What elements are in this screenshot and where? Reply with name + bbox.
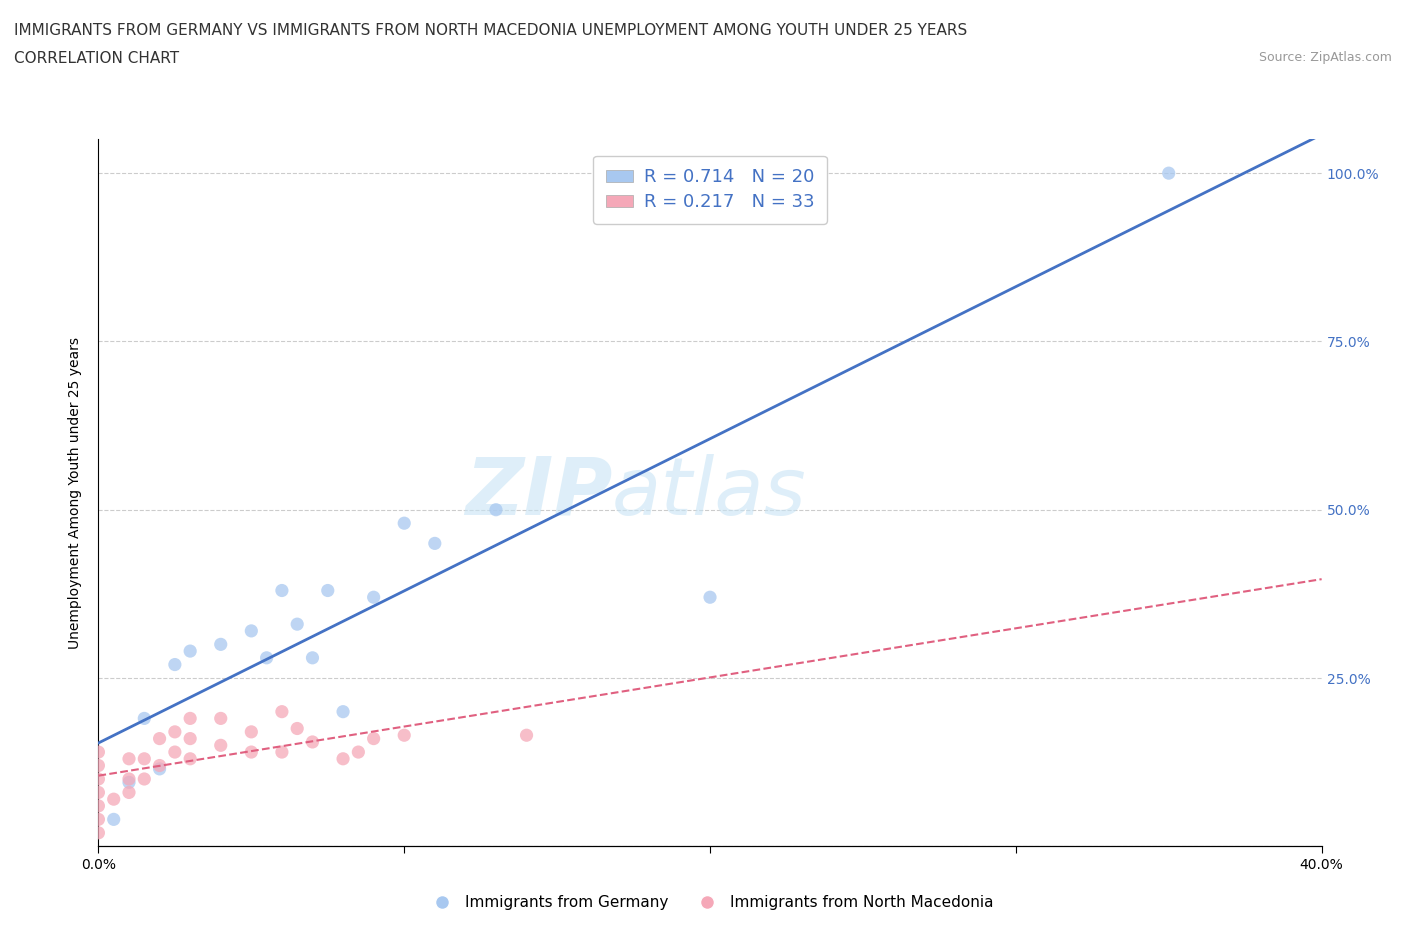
Point: [87, 799, 110, 814]
Text: ZIP: ZIP: [465, 454, 612, 532]
Point: [316, 583, 339, 598]
Point: [118, 785, 141, 800]
Point: [301, 735, 323, 750]
Point: [149, 731, 172, 746]
Legend: Immigrants from Germany, Immigrants from North Macedonia: Immigrants from Germany, Immigrants from…: [420, 889, 1000, 916]
Point: [209, 637, 232, 652]
Point: [1157, 166, 1180, 180]
Point: [270, 583, 292, 598]
Point: [134, 711, 156, 725]
Point: [134, 751, 156, 766]
Point: [392, 728, 416, 743]
Point: [699, 590, 721, 604]
Point: [179, 644, 201, 658]
Point: [103, 791, 125, 806]
Point: [103, 812, 125, 827]
Point: [240, 623, 263, 638]
Point: [392, 516, 416, 531]
Point: [163, 724, 186, 739]
Point: [87, 812, 110, 827]
Point: [363, 731, 385, 746]
Point: [87, 745, 110, 760]
Point: [240, 745, 263, 760]
Text: Source: ZipAtlas.com: Source: ZipAtlas.com: [1258, 51, 1392, 64]
Point: [363, 590, 385, 604]
Point: [149, 758, 172, 773]
Y-axis label: Unemployment Among Youth under 25 years: Unemployment Among Youth under 25 years: [69, 337, 83, 649]
Point: [179, 711, 201, 725]
Point: [270, 704, 292, 719]
Point: [87, 772, 110, 787]
Point: [332, 704, 354, 719]
Point: [423, 536, 446, 551]
Point: [179, 751, 201, 766]
Text: IMMIGRANTS FROM GERMANY VS IMMIGRANTS FROM NORTH MACEDONIA UNEMPLOYMENT AMONG YO: IMMIGRANTS FROM GERMANY VS IMMIGRANTS FR…: [14, 23, 967, 38]
Point: [270, 745, 292, 760]
Point: [87, 758, 110, 773]
Point: [149, 762, 172, 777]
Point: [179, 731, 201, 746]
Point: [285, 617, 308, 631]
Point: [256, 650, 278, 665]
Point: [209, 711, 232, 725]
Point: [87, 785, 110, 800]
Point: [118, 751, 141, 766]
Point: [332, 751, 354, 766]
Point: [516, 728, 538, 743]
Text: CORRELATION CHART: CORRELATION CHART: [14, 51, 179, 66]
Point: [87, 826, 110, 841]
Point: [118, 775, 141, 790]
Point: [163, 658, 186, 672]
Point: [134, 772, 156, 787]
Text: atlas: atlas: [612, 454, 807, 532]
Point: [118, 772, 141, 787]
Point: [209, 737, 232, 752]
Point: [240, 724, 263, 739]
Point: [163, 745, 186, 760]
Point: [347, 745, 370, 760]
Point: [301, 650, 323, 665]
Point: [485, 502, 508, 517]
Point: [285, 721, 308, 736]
